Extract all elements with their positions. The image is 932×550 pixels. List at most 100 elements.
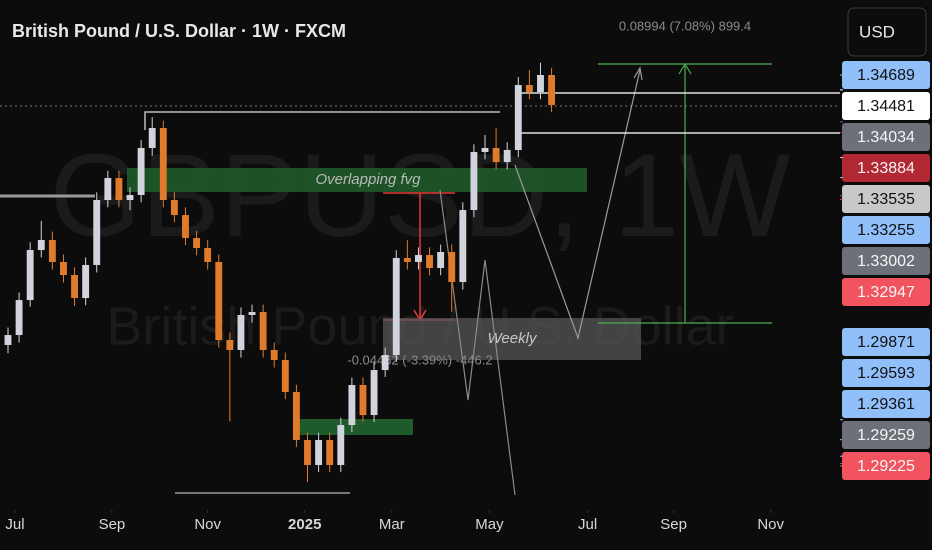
candle-body <box>537 74 544 93</box>
x-tick-label: Jul <box>5 516 24 533</box>
candle-body <box>193 238 201 249</box>
price-tag-label: 1.34034 <box>857 129 915 146</box>
drawings: Overlapping fvg Weekly -0.04462 (-3.39%)… <box>0 18 840 496</box>
price-tag-label: 1.29259 <box>857 427 915 444</box>
x-tick-label: Mar <box>379 516 405 533</box>
x-tick-label: 2025 <box>288 516 321 533</box>
candle-body <box>115 178 123 201</box>
price-tag <box>842 153 930 182</box>
candle-body <box>204 248 212 262</box>
candle-body <box>370 370 378 416</box>
candle-body <box>60 261 67 276</box>
level-line <box>144 111 500 130</box>
price-tag-label: 1.29225 <box>857 458 915 475</box>
price-tag <box>842 122 930 151</box>
candle-body <box>359 384 367 416</box>
candle-body <box>48 240 56 262</box>
candle-body <box>437 252 445 268</box>
chart-title: British Pound / U.S. Dollar · 1W · FXCM <box>12 21 346 41</box>
candle-body <box>26 250 34 301</box>
x-tick-label: Sep <box>99 516 126 533</box>
fvg-zone <box>127 168 587 192</box>
price-tag <box>842 277 930 306</box>
candle-body <box>492 147 500 163</box>
x-tick-label: Sep <box>660 516 687 533</box>
candle-body <box>514 85 522 150</box>
currency-button-label[interactable]: USD <box>859 22 895 41</box>
price-tag-label: 1.34689 <box>857 67 915 84</box>
candle-body <box>304 440 311 465</box>
fvg-label: Overlapping fvg <box>315 171 421 188</box>
price-tag <box>842 420 930 449</box>
weekly-label: Weekly <box>488 330 538 347</box>
candle-body <box>4 335 12 345</box>
price-tag-label: 1.33535 <box>857 191 915 208</box>
candle-body <box>215 261 223 341</box>
target-arrow-head <box>678 62 692 75</box>
candle-body <box>415 255 422 262</box>
price-tag <box>842 215 930 244</box>
candle-body <box>403 258 411 262</box>
price-tag-label: 1.33255 <box>857 222 915 239</box>
candle-body <box>37 240 45 251</box>
candle-body <box>159 128 167 201</box>
currency-button[interactable] <box>847 7 927 57</box>
price-tag-label: 1.33002 <box>857 253 915 270</box>
price-tag <box>842 358 930 387</box>
price-tag <box>842 451 930 480</box>
x-tick-label: Nov <box>757 516 784 533</box>
price-tag <box>842 91 930 120</box>
price-tag <box>842 60 930 89</box>
candle-body <box>237 315 245 350</box>
price-tag-label: 1.33884 <box>857 160 915 177</box>
candle-body <box>259 311 267 350</box>
candle-body <box>126 194 134 201</box>
candles <box>4 62 556 483</box>
projection-path <box>514 69 641 341</box>
price-tag <box>842 327 930 356</box>
candle-body <box>525 85 533 93</box>
axes: Jul Sep Nov 2025 Mar May Jul Sep Nov 1.34689 1.344… <box>5 60 930 533</box>
candle-body <box>226 340 234 350</box>
candle-body <box>348 384 356 425</box>
price-tag-label: 1.34481 <box>857 98 915 115</box>
candle-body <box>248 311 256 316</box>
x-tick-label: May <box>475 516 504 533</box>
candle-body <box>392 258 400 356</box>
measure-up-label: 0.08994 (7.08%) 899.4 <box>619 18 751 33</box>
candle-body <box>71 275 78 299</box>
demand-zone <box>297 419 413 435</box>
price-tag <box>842 184 930 213</box>
candle-body <box>470 151 478 211</box>
candle-body <box>292 391 300 441</box>
candle-body <box>448 252 456 283</box>
price-tag-label: 1.29361 <box>857 396 915 413</box>
projection-arrow <box>633 66 643 81</box>
candle-body <box>337 424 345 465</box>
weekly-zone <box>383 318 641 360</box>
projection-path <box>439 189 516 496</box>
candle-body <box>326 440 334 465</box>
candle-body <box>182 215 189 239</box>
candle-body <box>170 200 178 216</box>
candle-body <box>270 349 278 361</box>
candle-body <box>137 147 145 195</box>
candle-body <box>82 264 90 299</box>
candle-body <box>315 440 323 465</box>
candle-body <box>426 255 433 268</box>
candle-body <box>548 74 556 105</box>
price-tag-label: 1.29593 <box>857 365 915 382</box>
candle-body <box>481 147 489 152</box>
candle-body <box>15 300 23 336</box>
candle-body <box>93 200 101 265</box>
x-tick-label: Nov <box>194 516 221 533</box>
price-tag-label: 1.29871 <box>857 334 915 351</box>
price-tag-label: 1.32947 <box>857 284 915 301</box>
candle-body <box>503 149 511 163</box>
x-tick-label: Jul <box>578 516 597 533</box>
candle-body <box>104 178 112 201</box>
price-tag <box>842 246 930 275</box>
candle-body <box>459 210 467 283</box>
candle-body <box>281 360 289 392</box>
